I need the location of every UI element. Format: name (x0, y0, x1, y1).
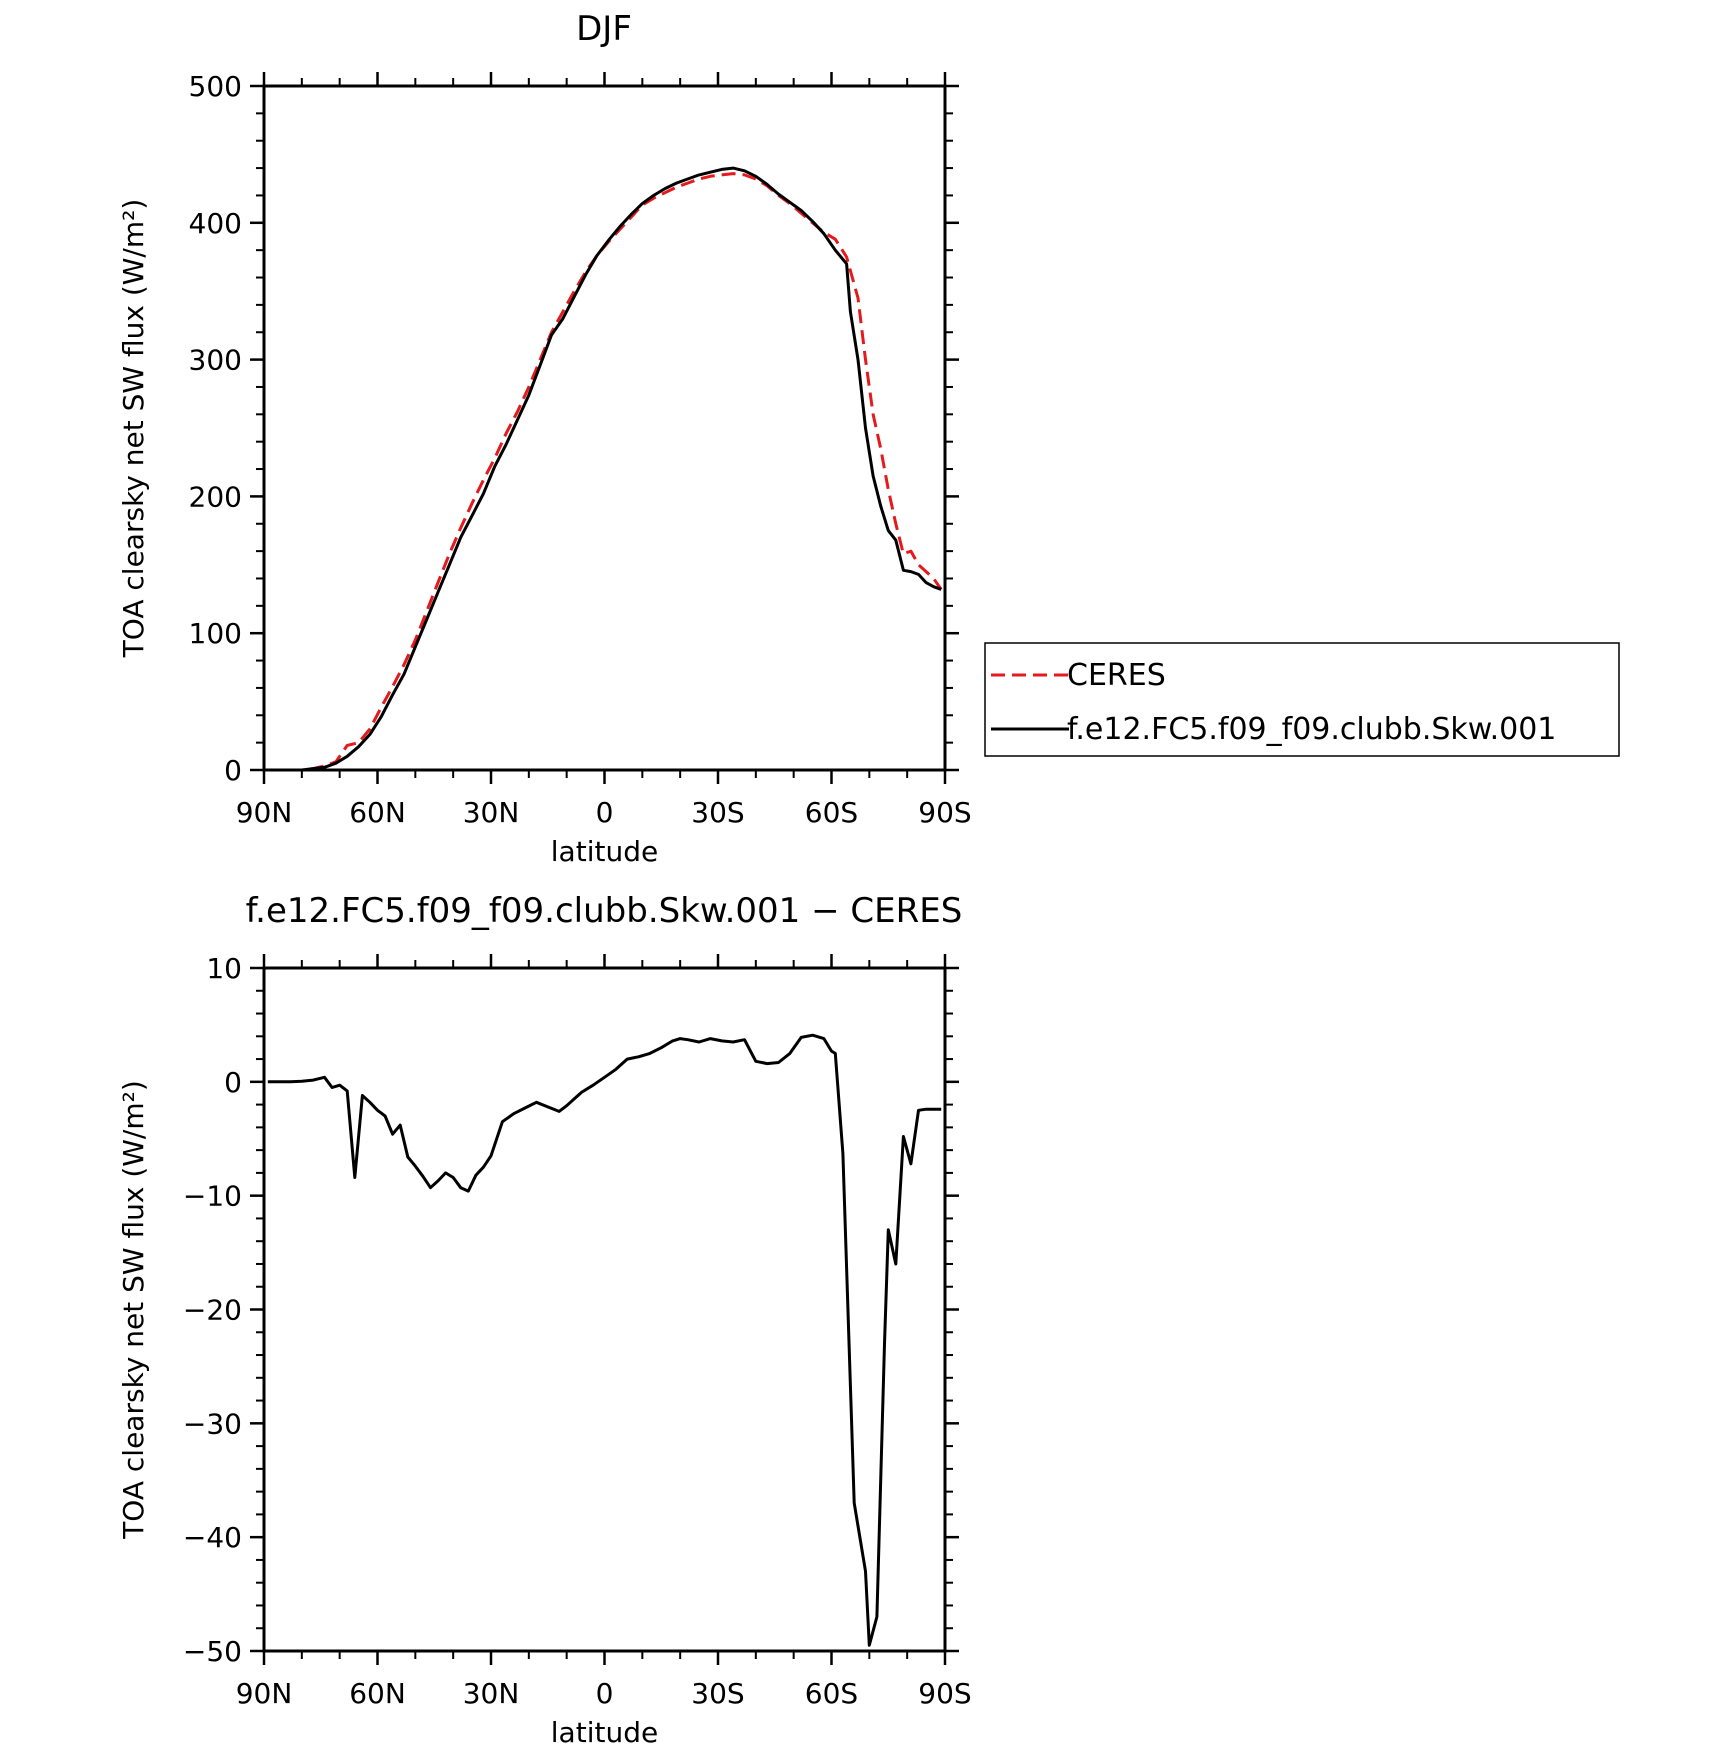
series-line-f-e12-fc5-f09-f09-clubb-skw-001 (267, 166, 942, 772)
plot-frame (262, 84, 947, 772)
x-tick-label: 60S (805, 1677, 858, 1710)
x-tick-label: 30N (463, 796, 520, 829)
x-tick-label: 90S (918, 796, 971, 829)
y-tick-label: 300 (189, 344, 242, 377)
y-tick-label: 0 (224, 1066, 242, 1099)
plot-frame (262, 966, 947, 1653)
x-tick-label: 30S (691, 796, 744, 829)
x-tick-label: 90N (236, 796, 293, 829)
top-plot-djf: 90N 60N 30N 0 30S 60S 90S 0 100 200 300 400 500 DJF la… (117, 9, 972, 868)
y-tick-label: 10 (206, 952, 242, 985)
bottom-plot-difference: 90N 60N 30N 0 30S 60S 90S −50 −40 −30 −20 −10 0 10f.e… (117, 891, 972, 1745)
y-tick-label: 400 (189, 207, 242, 240)
plot-title: DJF (576, 9, 632, 49)
y-tick-label: −10 (183, 1180, 242, 1213)
x-tick-label: 60S (805, 796, 858, 829)
y-axis-title: TOA clearsky net SW flux (W/m²) (117, 1080, 150, 1540)
legend-box (984, 642, 1620, 757)
y-tick-label: −50 (183, 1635, 242, 1668)
legend-label: f.e12.FC5.f09_f09.clubb.Skw.001 (1067, 712, 1556, 747)
x-tick-label: 30N (463, 1677, 520, 1710)
x-tick-label: 60N (349, 796, 406, 829)
y-tick-label: 500 (189, 70, 242, 103)
y-tick-label: −30 (183, 1407, 242, 1440)
plot-title: f.e12.FC5.f09_f09.clubb.Skw.001 − CERES (246, 891, 963, 931)
y-tick-label: 100 (189, 617, 242, 650)
x-tick-label: 90S (918, 1677, 971, 1710)
x-axis-title: latitude (551, 1716, 658, 1745)
y-tick-label: −20 (183, 1294, 242, 1327)
x-tick-label: 0 (596, 1677, 614, 1710)
x-tick-label: 0 (596, 796, 614, 829)
series-line-difference (267, 1033, 942, 1647)
y-tick-label: 200 (189, 480, 242, 513)
y-tick-label: −40 (183, 1521, 242, 1554)
series-line-ceres (267, 172, 943, 772)
x-tick-label: 30S (691, 1677, 744, 1710)
x-tick-label: 60N (349, 1677, 406, 1710)
x-axis-title: latitude (551, 835, 658, 868)
legend: CERES f.e12.FC5.f09_f09.clubb.Skw.001 (984, 642, 1620, 757)
x-tick-label: 90N (236, 1677, 293, 1710)
legend-label: CERES (1067, 658, 1166, 693)
y-tick-label: 0 (224, 754, 242, 787)
y-axis-title: TOA clearsky net SW flux (W/m²) (117, 199, 150, 659)
